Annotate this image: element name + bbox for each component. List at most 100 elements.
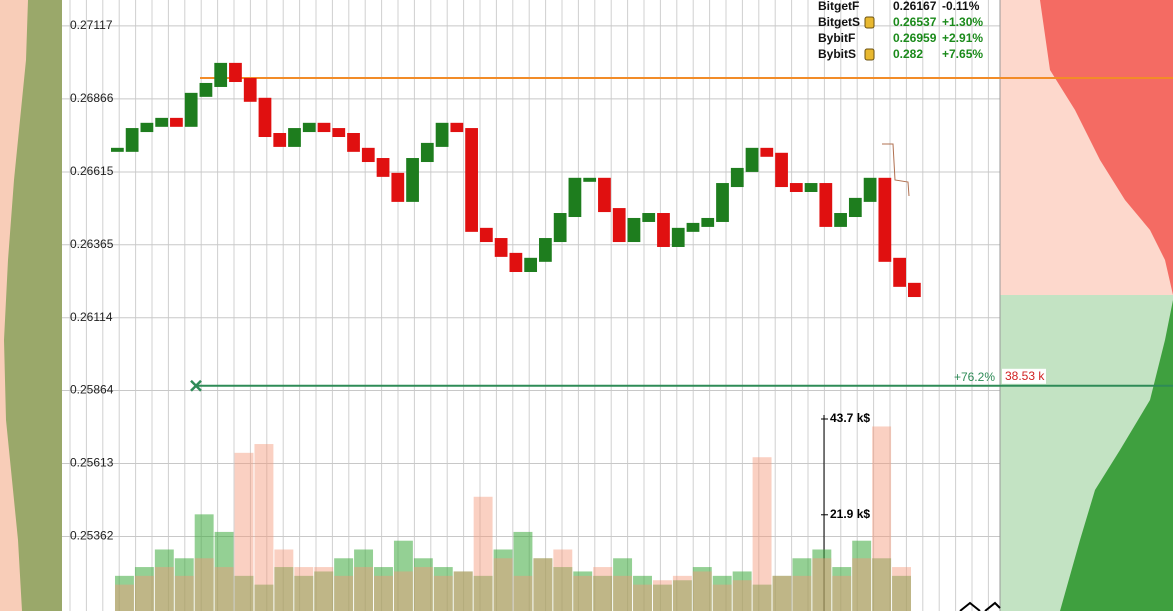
volume-bar bbox=[115, 575, 134, 611]
volume-bar bbox=[493, 558, 513, 611]
price-tick-label: 0.26114 bbox=[70, 310, 113, 324]
exchange-name: BitgetS bbox=[818, 15, 860, 29]
volume-bar bbox=[732, 571, 752, 611]
volume-bar bbox=[832, 575, 852, 611]
volume-bar bbox=[374, 575, 393, 611]
volume-bar bbox=[174, 575, 194, 611]
price-bar bbox=[789, 183, 803, 192]
volume-bar bbox=[573, 571, 593, 611]
volume-bar bbox=[393, 571, 413, 611]
volume-bar bbox=[234, 575, 254, 611]
price-bar bbox=[111, 147, 124, 152]
volume-bar bbox=[115, 584, 134, 611]
price-bar bbox=[494, 238, 508, 257]
volume-bar bbox=[513, 531, 533, 611]
price-bar bbox=[258, 97, 272, 138]
volume-bar bbox=[194, 514, 214, 611]
exchange-price: 0.282 bbox=[893, 47, 923, 61]
volume-bar bbox=[752, 457, 772, 611]
price-bar bbox=[553, 213, 567, 243]
volume-bar bbox=[652, 580, 672, 611]
volume-tick-label: 43.7 k$ bbox=[830, 411, 870, 425]
exchange-change: +7.65% bbox=[942, 47, 983, 61]
volume-bar bbox=[752, 584, 772, 611]
price-bar bbox=[170, 117, 183, 127]
volume-bar bbox=[354, 567, 374, 611]
volume-bar bbox=[852, 540, 872, 611]
price-bar bbox=[834, 213, 847, 227]
price-bar bbox=[686, 222, 700, 232]
grid bbox=[62, 0, 1000, 611]
volume-bar bbox=[712, 575, 732, 611]
level-size: 38.53 k bbox=[1005, 369, 1045, 383]
price-bar bbox=[612, 208, 626, 243]
price-bar bbox=[775, 152, 788, 188]
price-bar bbox=[450, 122, 464, 133]
volume-bar bbox=[732, 580, 752, 611]
price-bar bbox=[657, 213, 670, 247]
volume-bar bbox=[154, 549, 174, 611]
price-bar bbox=[627, 217, 641, 243]
price-bar bbox=[568, 177, 582, 218]
price-tick-label: 0.25613 bbox=[70, 456, 114, 470]
price-bar bbox=[509, 252, 523, 273]
price-bar bbox=[642, 213, 656, 222]
exchange-name: BybitF bbox=[818, 31, 855, 45]
price-bar bbox=[598, 177, 611, 213]
markers bbox=[959, 601, 1001, 612]
price-bar bbox=[125, 128, 139, 152]
volume-bar bbox=[672, 575, 692, 611]
volume-bar bbox=[593, 567, 613, 611]
price-tick-label: 0.25362 bbox=[70, 529, 114, 543]
price-bar bbox=[361, 147, 375, 163]
price-bar bbox=[347, 133, 360, 152]
volume-bar bbox=[692, 571, 712, 611]
volume-bar bbox=[274, 567, 294, 611]
volume-bar bbox=[314, 571, 334, 611]
price-bar bbox=[848, 197, 862, 218]
price-bar bbox=[317, 122, 331, 133]
lock-icon bbox=[864, 16, 875, 29]
volume-bar bbox=[772, 575, 792, 611]
price-tick-label: 0.26365 bbox=[70, 237, 114, 251]
volume-bar bbox=[533, 558, 553, 611]
price-bar bbox=[140, 122, 154, 133]
volume-bar bbox=[553, 549, 573, 611]
volume-bar bbox=[334, 558, 354, 611]
volume-bar bbox=[374, 567, 393, 611]
price-tick-label: 0.27117 bbox=[70, 18, 113, 32]
volume-bar bbox=[692, 567, 712, 611]
volume-bar bbox=[433, 567, 453, 611]
price-bar bbox=[199, 82, 213, 97]
price-bar bbox=[745, 147, 759, 172]
volume-bar bbox=[513, 575, 533, 611]
price-tick-label: 0.25864 bbox=[70, 383, 114, 397]
volume-bar bbox=[892, 567, 911, 611]
price-bar bbox=[863, 177, 877, 202]
exchange-name: BitgetF bbox=[818, 0, 859, 13]
volume-tick-label: 21.9 k$ bbox=[830, 507, 870, 521]
asks-depth bbox=[1040, 0, 1173, 295]
price-bar bbox=[760, 147, 774, 157]
volume-bar bbox=[453, 571, 473, 611]
volume-bar bbox=[493, 549, 513, 611]
exchange-change: +2.91% bbox=[942, 31, 983, 45]
volume-bar bbox=[134, 575, 154, 611]
volume-bar bbox=[354, 549, 374, 611]
volume-bar bbox=[812, 558, 832, 611]
price-bar bbox=[229, 62, 242, 83]
price-bar bbox=[435, 122, 449, 147]
volume-bar bbox=[633, 584, 652, 611]
volume-bar bbox=[593, 575, 613, 611]
volume-bar bbox=[294, 567, 314, 611]
price-bar bbox=[332, 128, 346, 138]
volume-bar bbox=[772, 575, 792, 611]
volume-bar bbox=[234, 452, 254, 611]
exchange-price: 0.26959 bbox=[893, 31, 937, 45]
price-bar bbox=[465, 128, 478, 232]
volume-bar bbox=[453, 571, 473, 611]
volume-bar bbox=[872, 426, 892, 611]
volume-bar bbox=[852, 558, 872, 611]
volume-bar bbox=[214, 567, 234, 611]
volume-bar bbox=[294, 575, 314, 611]
